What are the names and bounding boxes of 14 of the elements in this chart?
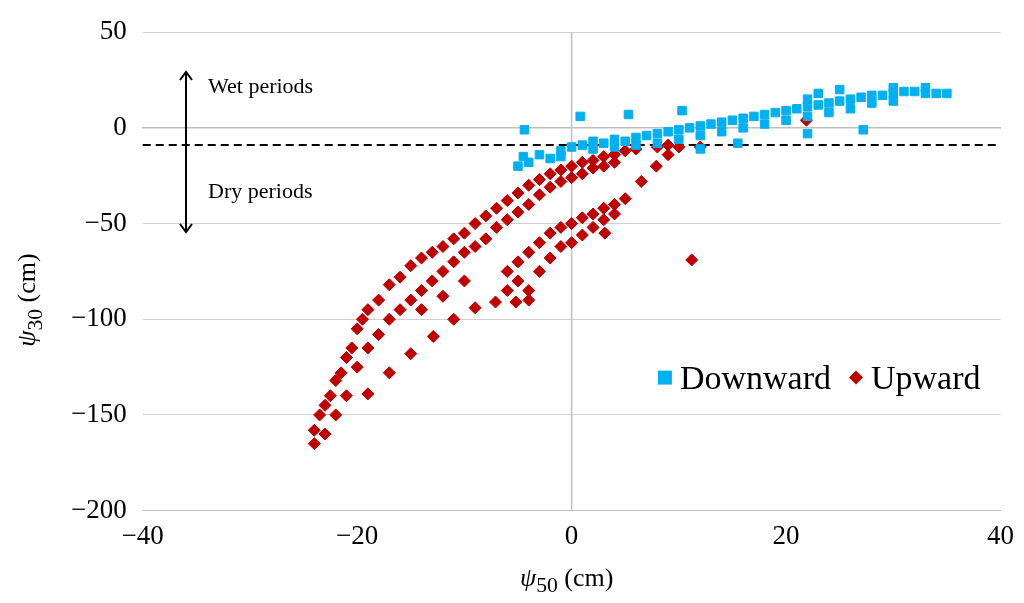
y-tick-label: −100 — [70, 302, 127, 333]
x-tick-label: 0 — [564, 519, 579, 550]
annotation: Wet periods — [208, 73, 314, 99]
x-tick-label: −20 — [336, 519, 379, 550]
y-tick-label: −50 — [84, 206, 127, 237]
y-tick-label: 0 — [113, 110, 127, 141]
x-axis-title: ψ$_{50}$ (cm) — [520, 563, 614, 599]
x-tick-label: 20 — [772, 519, 800, 550]
y-tick-label: −150 — [70, 398, 127, 429]
x-tick-label: 40 — [987, 519, 1014, 550]
y-tick-label: 50 — [99, 15, 127, 46]
legend-label: Downward — [679, 358, 831, 396]
legend-label: Upward — [870, 358, 981, 396]
annotation: Dry periods — [208, 178, 313, 204]
